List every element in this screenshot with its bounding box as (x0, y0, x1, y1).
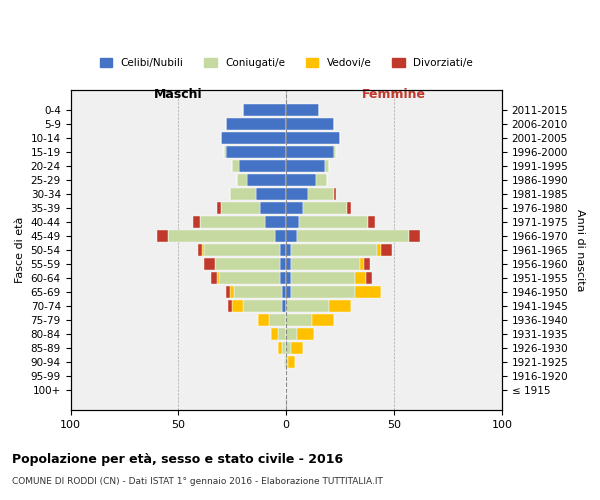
Bar (286, 230, 297, 241)
Bar (269, 314, 286, 326)
Bar (290, 272, 355, 283)
Bar (316, 174, 327, 186)
Text: Femmine: Femmine (362, 88, 426, 101)
Bar (297, 328, 314, 340)
Bar (286, 286, 290, 298)
Bar (297, 230, 409, 241)
Bar (221, 202, 260, 213)
Bar (217, 202, 221, 213)
Bar (232, 160, 239, 172)
Bar (228, 300, 232, 312)
Y-axis label: Fasce di età: Fasce di età (15, 217, 25, 283)
Bar (157, 230, 167, 241)
Bar (290, 286, 355, 298)
Bar (286, 132, 340, 143)
Bar (359, 258, 364, 270)
Bar (290, 244, 377, 256)
Bar (286, 300, 329, 312)
Bar (286, 174, 316, 186)
Bar (286, 118, 334, 130)
Bar (193, 216, 200, 228)
Bar (226, 146, 286, 158)
Bar (224, 146, 226, 158)
Bar (286, 314, 312, 326)
Bar (243, 104, 286, 116)
Bar (289, 356, 295, 368)
Bar (211, 272, 217, 283)
Bar (286, 160, 325, 172)
Bar (278, 328, 286, 340)
Bar (284, 356, 286, 368)
Bar (290, 258, 359, 270)
Bar (247, 174, 286, 186)
Text: Popolazione per età, sesso e stato civile - 2016: Popolazione per età, sesso e stato civil… (12, 452, 343, 466)
Bar (364, 258, 370, 270)
Bar (260, 202, 286, 213)
Bar (366, 272, 373, 283)
Bar (198, 244, 202, 256)
Bar (304, 202, 347, 213)
Bar (308, 188, 334, 200)
Bar (220, 272, 280, 283)
Text: Maschi: Maschi (154, 88, 203, 101)
Bar (265, 216, 286, 228)
Bar (299, 216, 368, 228)
Bar (226, 286, 230, 298)
Bar (275, 230, 286, 241)
Bar (325, 160, 329, 172)
Bar (239, 160, 286, 172)
Bar (204, 258, 215, 270)
Bar (286, 104, 319, 116)
Bar (167, 230, 275, 241)
Bar (334, 188, 336, 200)
Bar (226, 118, 286, 130)
Bar (278, 342, 282, 353)
Bar (290, 342, 304, 353)
Bar (347, 202, 351, 213)
Bar (221, 132, 286, 143)
Bar (236, 174, 247, 186)
Bar (271, 328, 278, 340)
Bar (217, 272, 220, 283)
Bar (286, 272, 290, 283)
Legend: Celibi/Nubili, Coniugati/e, Vedovi/e, Divorziati/e: Celibi/Nubili, Coniugati/e, Vedovi/e, Di… (95, 54, 477, 72)
Bar (312, 314, 334, 326)
Bar (409, 230, 420, 241)
Bar (334, 146, 336, 158)
Bar (286, 216, 299, 228)
Bar (280, 272, 286, 283)
Bar (282, 342, 286, 353)
Bar (280, 244, 286, 256)
Y-axis label: Anni di nascita: Anni di nascita (575, 209, 585, 292)
Bar (230, 286, 235, 298)
Bar (368, 216, 374, 228)
Bar (280, 258, 286, 270)
Bar (286, 244, 290, 256)
Bar (258, 314, 269, 326)
Bar (282, 286, 286, 298)
Bar (286, 258, 290, 270)
Bar (200, 216, 265, 228)
Bar (230, 188, 256, 200)
Bar (282, 300, 286, 312)
Bar (286, 342, 290, 353)
Bar (377, 244, 381, 256)
Bar (286, 188, 308, 200)
Bar (202, 244, 204, 256)
Bar (286, 146, 334, 158)
Bar (256, 188, 286, 200)
Bar (215, 258, 280, 270)
Bar (286, 356, 289, 368)
Bar (235, 286, 282, 298)
Bar (329, 300, 351, 312)
Bar (381, 244, 392, 256)
Bar (243, 300, 282, 312)
Bar (355, 272, 366, 283)
Bar (286, 328, 297, 340)
Text: COMUNE DI RODDI (CN) - Dati ISTAT 1° gennaio 2016 - Elaborazione TUTTITALIA.IT: COMUNE DI RODDI (CN) - Dati ISTAT 1° gen… (12, 478, 383, 486)
Bar (355, 286, 381, 298)
Bar (286, 202, 304, 213)
Bar (232, 300, 243, 312)
Bar (204, 244, 280, 256)
